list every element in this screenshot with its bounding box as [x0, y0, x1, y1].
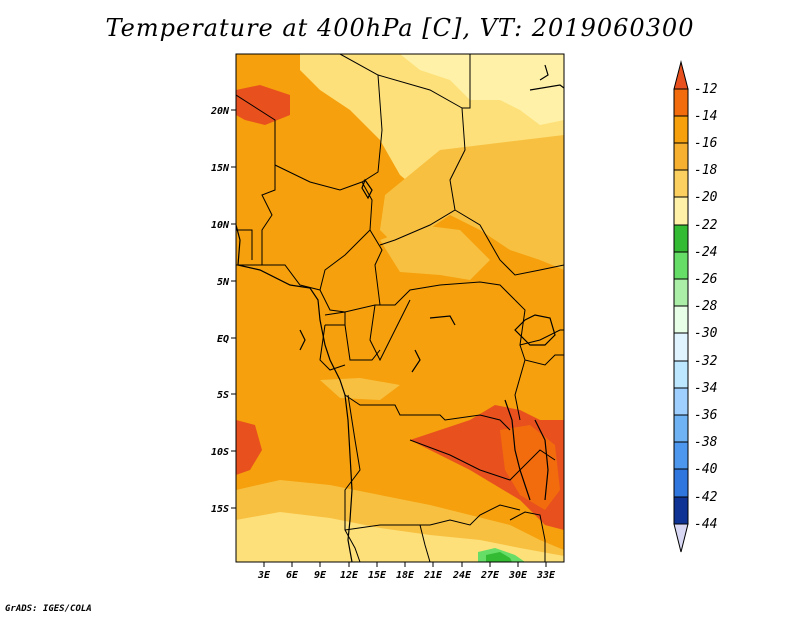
- colorbar-segment: [673, 88, 689, 117]
- colorbar-segment: [673, 196, 689, 226]
- y-tick-label: 10N: [211, 220, 230, 231]
- colorbar-label: -26: [694, 272, 718, 287]
- colorbar-label: -20: [694, 190, 718, 205]
- grads-credit: GrADS: IGES/COLA: [5, 604, 92, 614]
- colorbar-label: -32: [694, 354, 718, 369]
- colorbar-segment: [673, 414, 689, 443]
- x-tick-label: 15E: [368, 570, 387, 581]
- colorbar-label: -40: [694, 462, 718, 477]
- colorbar-segment: [673, 468, 689, 498]
- field-band-east: [380, 135, 564, 270]
- colorbar-segment: [673, 305, 689, 334]
- colorbar-segment: [673, 169, 689, 198]
- chart-title: Temperature at 400hPa [C], VT: 201906030…: [105, 14, 695, 42]
- colorbar-segment: [673, 496, 689, 525]
- colorbar-label: -42: [694, 490, 718, 505]
- y-axis: 20N 15N 10N 5N EQ 5S 10S 15S: [210, 106, 236, 515]
- colorbar-label: -18: [694, 163, 718, 178]
- x-tick-label: 3E: [257, 570, 271, 581]
- x-tick-label: 27E: [480, 570, 500, 581]
- colorbar-segment: [673, 387, 689, 416]
- map-frame: [235, 53, 565, 563]
- x-tick-label: 24E: [452, 570, 472, 581]
- colorbar-segment: [673, 115, 689, 144]
- field-band-northeast: [400, 54, 564, 125]
- colorbar-label: -28: [694, 299, 718, 314]
- x-tick-label: 30E: [508, 570, 528, 581]
- colorbar-segment: [673, 142, 689, 171]
- x-tick-label: 21E: [423, 570, 443, 581]
- y-tick-label: 20N: [210, 106, 230, 117]
- country-borders: [236, 54, 564, 562]
- y-tick-label: 5N: [217, 277, 230, 288]
- colorbar-label: -24: [694, 245, 717, 260]
- colorbar-label: -34: [694, 381, 717, 396]
- colorbar-label: -14: [694, 109, 717, 124]
- colorbar-segment: [673, 251, 689, 280]
- x-tick-label: 12E: [340, 570, 359, 581]
- x-tick-label: 18E: [396, 570, 415, 581]
- colorbar-top-arrow: [673, 60, 689, 90]
- x-axis: 3E 6E 9E 12E 15E 18E 21E 24E 27E 30E 33E: [257, 562, 556, 581]
- y-tick-label: 15S: [211, 504, 229, 515]
- y-tick-label: EQ: [217, 334, 229, 345]
- colorbar-label: -38: [694, 435, 718, 450]
- colorbar-segment: [673, 278, 689, 307]
- field-band-central: [380, 225, 490, 280]
- field-band-central-south: [320, 378, 400, 400]
- temperature-field: [236, 54, 564, 562]
- colorbar-segment: [673, 360, 689, 389]
- y-tick-label: 5S: [217, 390, 229, 401]
- field-band-south-2: [236, 512, 564, 562]
- field-patch-northwest: [236, 85, 290, 125]
- colorbar: -12 -14 -16 -18 -20 -22 -24 -26 -28 -30 …: [673, 60, 718, 553]
- colorbar-segment: [673, 224, 689, 253]
- colorbar-label: -44: [694, 517, 717, 532]
- x-tick-label: 6E: [286, 570, 299, 581]
- colorbar-label: -12: [694, 82, 718, 97]
- colorbar-bottom-arrow: [673, 523, 689, 553]
- colorbar-label: -30: [694, 326, 718, 341]
- colorbar-label: -22: [694, 218, 718, 233]
- colorbar-label: -36: [694, 408, 718, 423]
- y-tick-label: 15N: [211, 163, 230, 174]
- colorbar-segment: [673, 332, 689, 362]
- coastlines: [236, 64, 564, 562]
- field-patch-west: [236, 420, 262, 475]
- x-tick-label: 33E: [536, 570, 556, 581]
- y-tick-label: 10S: [211, 447, 229, 458]
- field-patch-green-core: [486, 552, 512, 562]
- x-tick-label: 9E: [314, 570, 327, 581]
- colorbar-label: -16: [694, 136, 718, 151]
- colorbar-segment: [673, 441, 689, 470]
